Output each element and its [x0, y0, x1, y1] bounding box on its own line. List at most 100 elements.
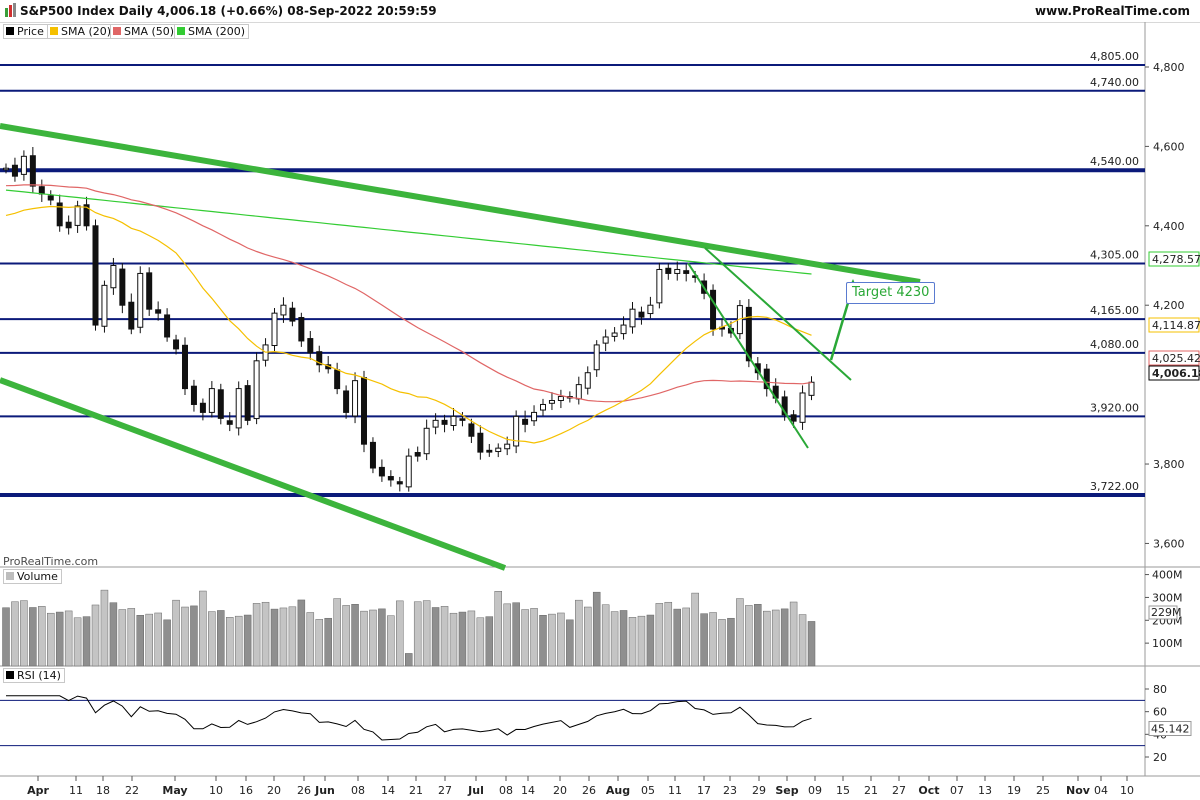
volume-bar	[566, 619, 574, 667]
volume-bar	[64, 610, 73, 667]
candle-body	[271, 312, 278, 347]
candle-body	[710, 289, 717, 330]
volume-bar	[628, 617, 637, 667]
volume-bar	[11, 601, 19, 667]
candle-body	[173, 339, 180, 350]
volume-bar	[798, 614, 807, 667]
volume-bar	[754, 604, 762, 667]
volume-current-box	[1148, 605, 1178, 620]
candle-body	[674, 268, 681, 274]
volume-bar	[584, 606, 592, 667]
volume-bar	[771, 609, 780, 667]
legend-sma200[interactable]: SMA (200)	[174, 24, 250, 39]
volume-bar	[610, 611, 619, 667]
candle-body	[799, 392, 806, 423]
x-tick-label: 27	[438, 784, 452, 797]
volume-bar	[127, 608, 136, 667]
candle-body	[101, 284, 108, 327]
volume-bar	[342, 605, 350, 667]
x-tick-label: 13	[978, 784, 992, 797]
candle-body	[396, 481, 403, 485]
candle-body	[468, 423, 475, 437]
candle-body	[3, 167, 9, 171]
volume-bar	[440, 606, 449, 667]
volume-swatch	[6, 572, 14, 580]
legend: Price SMA (20) SMA (50) SMA (200)	[0, 22, 300, 39]
x-tick-label: 21	[409, 784, 423, 797]
legend-sma200-label: SMA (200)	[188, 25, 246, 38]
legend-sma20[interactable]: SMA (20)	[47, 24, 116, 39]
x-tick-label: 11	[69, 784, 83, 797]
volume-panel-label[interactable]: Volume	[3, 569, 62, 584]
volume-bar	[548, 613, 556, 667]
volume-bar	[82, 616, 91, 667]
x-tick-label: 10	[209, 784, 223, 797]
volume-bar	[807, 621, 816, 667]
rsi-panel-label[interactable]: RSI (14)	[3, 668, 65, 683]
candle-body	[441, 419, 448, 425]
rsi-tick-label: 60	[1153, 706, 1167, 719]
candle-body	[146, 272, 153, 310]
x-tick-label: 26	[297, 784, 311, 797]
x-tick-label: 20	[267, 784, 281, 797]
x-tick-label: 14	[381, 784, 395, 797]
candle-body	[20, 155, 27, 175]
volume-bar	[38, 606, 46, 667]
volume-bar	[190, 605, 198, 667]
x-tick-label: 09	[808, 784, 822, 797]
volume-bar	[521, 609, 529, 667]
candle-body	[432, 419, 439, 428]
candle-body	[584, 372, 591, 389]
candle-body	[665, 267, 672, 274]
candle-body	[638, 311, 645, 318]
candle-body	[522, 418, 529, 425]
right-tag-box	[1148, 350, 1200, 366]
x-tick-label: 19	[1007, 784, 1021, 797]
volume-bar	[763, 610, 771, 667]
level-label: 3,722.00	[1090, 480, 1139, 493]
candle-body	[92, 225, 99, 326]
sma200-line	[5, 189, 812, 275]
volume-bar	[664, 601, 673, 667]
candle-body	[83, 204, 90, 227]
candle-body	[316, 351, 323, 366]
candle-body	[334, 369, 341, 390]
candle-body	[74, 205, 81, 226]
rsi-swatch	[6, 671, 14, 679]
legend-sma50[interactable]: SMA (50)	[110, 24, 179, 39]
candle-body	[450, 415, 457, 427]
sma50-line	[5, 184, 812, 403]
sma20-line	[5, 205, 812, 444]
app-logo-icon	[5, 3, 16, 17]
candle-body	[65, 221, 72, 229]
candle-body	[190, 385, 197, 405]
volume-bar	[306, 612, 315, 667]
candle-body	[280, 304, 287, 316]
candle-body	[361, 377, 367, 445]
volume-bar	[261, 601, 270, 667]
candle-body	[647, 304, 654, 315]
candle-body	[629, 308, 636, 328]
right-tag-label: 4,278.57	[1152, 253, 1200, 266]
candle-body	[656, 268, 663, 304]
level-label: 4,305.00	[1090, 249, 1139, 262]
volume-bar	[91, 604, 100, 667]
legend-price[interactable]: Price	[3, 24, 48, 39]
right-tag-box	[1148, 365, 1200, 381]
candle-body	[781, 396, 788, 416]
right-tag-box	[1148, 317, 1200, 333]
volume-bar	[145, 613, 153, 667]
volume-bar	[118, 609, 127, 667]
rsi-line	[6, 695, 812, 741]
x-tick-label: 16	[239, 784, 253, 797]
volume-bar	[449, 612, 458, 667]
volume-bar	[682, 607, 690, 667]
site-url[interactable]: www.ProRealTime.com	[1035, 4, 1190, 18]
x-tick-label: 14	[521, 784, 535, 797]
volume-bar	[297, 599, 306, 667]
legend-sma50-label: SMA (50)	[124, 25, 175, 38]
volume-bar	[727, 617, 735, 667]
x-tick-label: 23	[723, 784, 737, 797]
candle-body	[531, 411, 538, 422]
